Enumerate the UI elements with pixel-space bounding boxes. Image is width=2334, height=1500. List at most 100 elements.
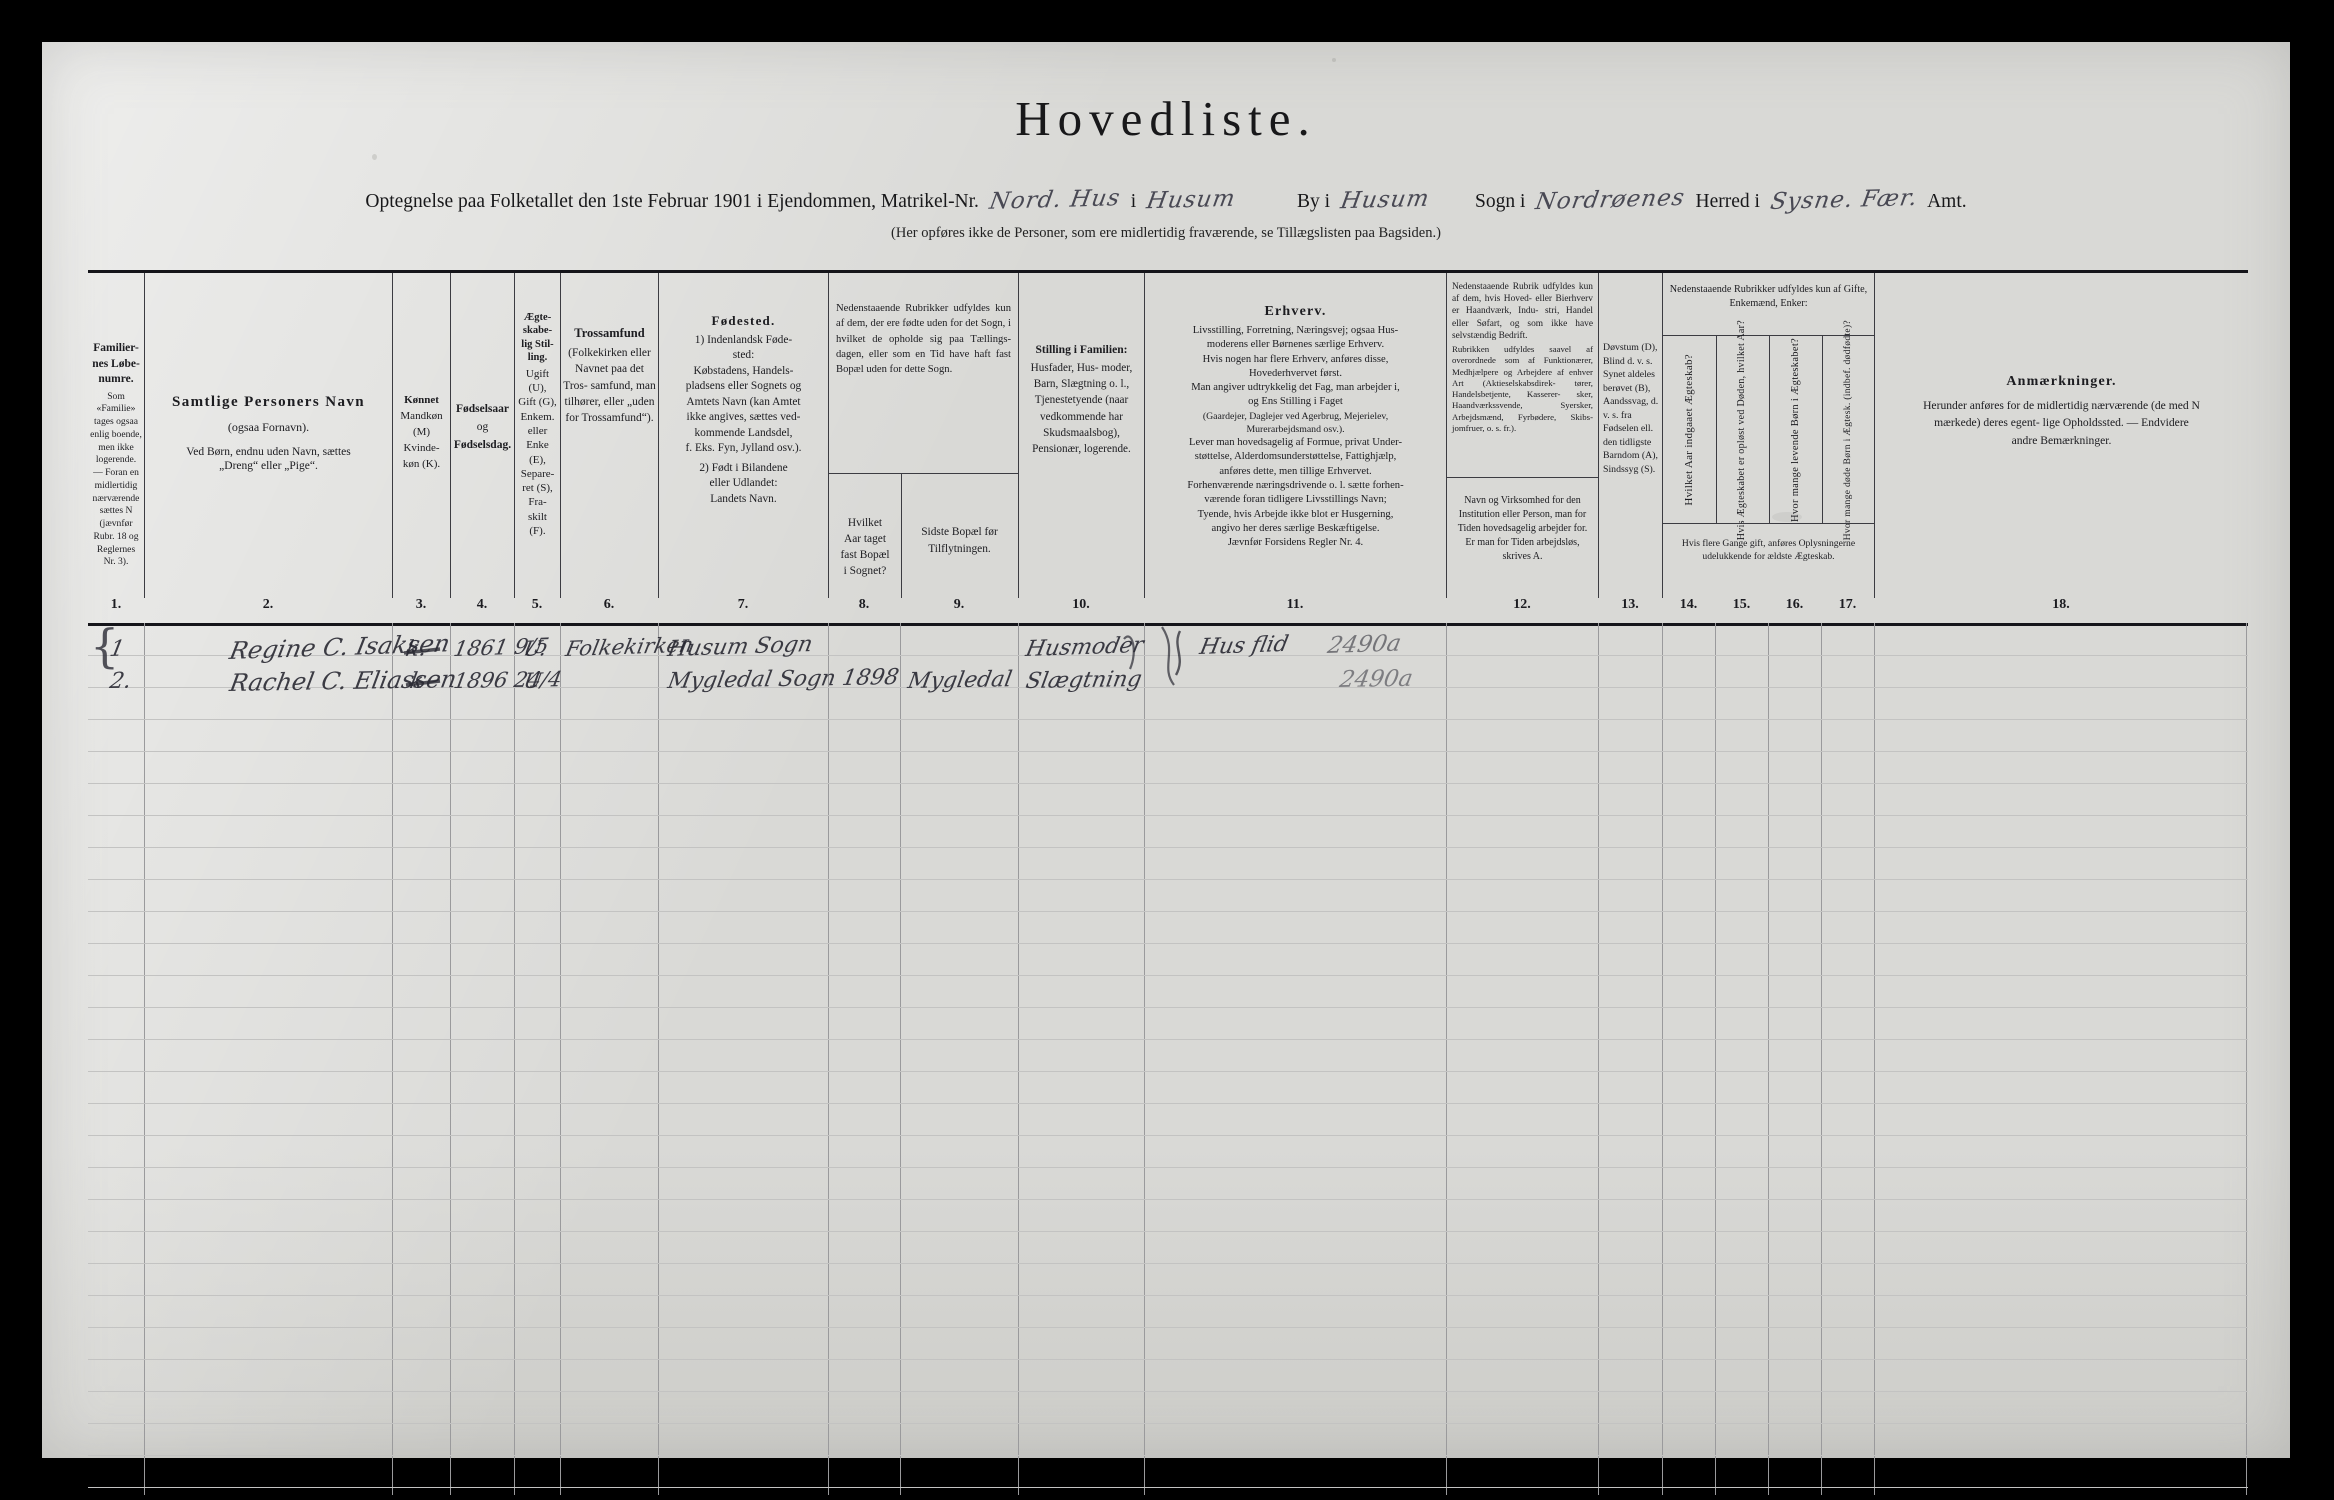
label-amt: Amt. — [1927, 191, 1967, 212]
c11-line: moderens eller Børnenes særlige Erhverv. — [1206, 339, 1385, 351]
c5-b10: skilt — [528, 510, 547, 523]
c11-line: Man angiver udtrykkelig det Fag, man arb… — [1191, 382, 1400, 394]
grid-hline — [88, 687, 2248, 688]
c1417-group-note: Nedenstaaende Rubrikker udfyldes kun af … — [1669, 284, 1868, 309]
c11-line: Murerarbejdsmand osv.). — [1246, 423, 1345, 435]
c2-title: Samtlige Personers Navn — [171, 394, 365, 410]
colnum-10: 10. — [1072, 597, 1090, 612]
grid-hline — [88, 1167, 2248, 1168]
c17-vertical-label: Hvor mange døde Børn i Ægtesk. (indbef. … — [1842, 319, 1854, 541]
c4-mid: og — [476, 420, 489, 433]
c11-line: angivo her deres særlige Beskæftigelse. — [1211, 522, 1380, 534]
c5-b9: Fra- — [528, 496, 547, 509]
grid-vline — [1768, 623, 1770, 1495]
c11-line: Tyende, hvis Arbejde ikke blot er Husger… — [1197, 508, 1394, 520]
colnum-13: 13. — [1621, 597, 1639, 612]
grid-hline — [88, 975, 2248, 976]
column-header-fodselsaar: Fødselsaar og Fødselsdag. — [450, 273, 514, 598]
divider-col8-col9 — [901, 474, 902, 598]
colnum-14: 14. — [1679, 597, 1698, 612]
grid-vline — [1662, 623, 1664, 1495]
grid-hline — [88, 1039, 2248, 1040]
grid-vline — [1874, 623, 1876, 1495]
grid-vline — [1598, 623, 1600, 1495]
c6-title: Trossamfund — [574, 326, 645, 340]
grid-hline — [88, 1455, 2248, 1456]
c10-title: Stilling i Familien: — [1035, 343, 1128, 356]
c4-title1: Fødselsaar — [455, 403, 510, 415]
column-header-anmerkninger: Anmærkninger. Herunder anføres for de mi… — [1874, 273, 2248, 598]
column-header-group-tilflytning: Nedenstaaende Rubrikker udfyldes kun af … — [828, 273, 1018, 598]
grid-hline — [88, 1071, 2248, 1072]
cell-fodested: Husum Sogn — [665, 632, 815, 662]
colnum-6: 6. — [603, 597, 615, 612]
handwritten-by: Husum — [1338, 185, 1432, 215]
cell-institution: 2490a — [1337, 665, 1415, 693]
c1417-footer: Hvis flere Gange gift, anføres Oplysning… — [1681, 538, 1856, 562]
c5-b3: Enkem. — [520, 410, 555, 423]
colnum-4: 4. — [476, 597, 488, 612]
subtitle-note: (Her opføres ikke de Personer, som ere m… — [891, 225, 1441, 241]
c1-title-l2: nes Løbe- — [92, 357, 140, 370]
c3-l4: køn (K). — [402, 457, 441, 470]
c11-line: anføres dette, men tillige Erhvervet. — [1219, 465, 1372, 477]
c18-title: Anmærkninger. — [2006, 374, 2117, 389]
c11-line: Lever man hovedsagelig af Formue, privat… — [1188, 437, 1403, 449]
colnum-12: 12. — [1513, 597, 1531, 612]
table-body-grid: { 1 Regine C. Isaksen k. 1861 9/5 U. Fol… — [88, 619, 2248, 1495]
grid-hline — [88, 1327, 2248, 1328]
c10-body: Husfader, Hus- moder, Barn, Slægtning o.… — [1030, 361, 1133, 455]
c11-title: Erhverv. — [1264, 304, 1327, 319]
c2-sub1: (ogsaa Fornavn). — [227, 420, 310, 435]
c7-l3: Købstadens, Handels- — [693, 364, 794, 377]
c5-t1: Ægte- — [523, 312, 552, 323]
c12-bottom: Navn og Virksomhed for den Institution e… — [1457, 495, 1588, 562]
grid-hline — [88, 1103, 2248, 1104]
c14-vertical-label: Hvilket Aar indgaaet Ægteskab? — [1683, 354, 1696, 506]
colnum-18: 18. — [2052, 597, 2070, 612]
cell-sidste-bopael: Mygledal — [905, 667, 1014, 694]
grid-hline — [88, 1359, 2248, 1360]
c13-body: Døvstum (D), Blind d. v. s. Synet aldele… — [1603, 342, 1659, 475]
c5-b0: Ugift — [525, 367, 550, 380]
cell-institution: 2490a — [1325, 630, 1404, 659]
c11-line: støttelse, Alderdomsunderstøttelse, Fatt… — [1194, 451, 1397, 463]
grid-vline — [1144, 623, 1146, 1495]
cell-stilling-i-familien: Slægtning — [1023, 666, 1144, 694]
grid-hline — [88, 1295, 2248, 1296]
subtitle-static-text: Optegnelse paa Folketallet den 1ste Febr… — [365, 191, 979, 212]
c7-l6: ikke angives, sættes ved- — [686, 411, 801, 424]
c11-line: Hovederhvervet først. — [1249, 367, 1342, 379]
c15-vertical-label: Hvis Ægteskabet er opløst ved Døden, hvi… — [1736, 319, 1748, 541]
c5-b6: (E), — [529, 453, 546, 466]
c3-title: Kønnet — [404, 394, 439, 406]
table-header-region: Familier- nes Løbe- numre. Som «Familie»… — [88, 270, 2248, 1433]
c7-l5: Amtets Navn (kan Amtet — [686, 395, 801, 408]
c12-top2: Rubrikken udfyldes saavel af overordnede… — [1452, 344, 1593, 433]
colnum-8: 8. — [858, 597, 870, 612]
grid-vline — [658, 623, 660, 1495]
handwritten-matrikel-nr: Nord. Hus — [987, 185, 1123, 215]
subtitle-line: Optegnelse paa Folketallet den 1ste Febr… — [42, 184, 2290, 216]
c5-b2: Gift (G), — [518, 396, 557, 409]
c5-t4: ling. — [527, 352, 548, 364]
handwritten-ejendom: Husum — [1144, 185, 1238, 215]
grid-vline — [392, 623, 394, 1495]
c1-title-l1: Familier- — [93, 342, 139, 354]
paper-speck — [1332, 58, 1336, 62]
cell-fodested: Mygledal Sogn 1898 — [665, 664, 901, 694]
grid-hline — [88, 815, 2248, 816]
grid-hline — [88, 943, 2248, 944]
colnum-16: 16. — [1785, 597, 1804, 612]
grid-hline — [88, 1135, 2248, 1136]
c5-b4: eller — [527, 424, 548, 437]
column-header-institution-virksomhed: Nedenstaaende Rubrik udfyldes kun af dem… — [1446, 273, 1598, 598]
grid-hline — [88, 783, 2248, 784]
grid-vline — [828, 623, 830, 1495]
grid-vline — [144, 623, 146, 1495]
column-header-erhverv: Erhverv. Livsstilling, Forretning, Nærin… — [1144, 273, 1446, 598]
handwritten-sogn: Nordrøenes — [1533, 184, 1688, 216]
c12-top: Nedenstaaende Rubrik udfyldes kun af dem… — [1452, 282, 1593, 341]
divider-col14-col15 — [1716, 336, 1717, 524]
colnum-9: 9. — [953, 597, 965, 612]
